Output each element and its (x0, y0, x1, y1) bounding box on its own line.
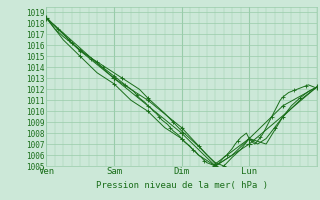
X-axis label: Pression niveau de la mer( hPa ): Pression niveau de la mer( hPa ) (96, 181, 268, 190)
